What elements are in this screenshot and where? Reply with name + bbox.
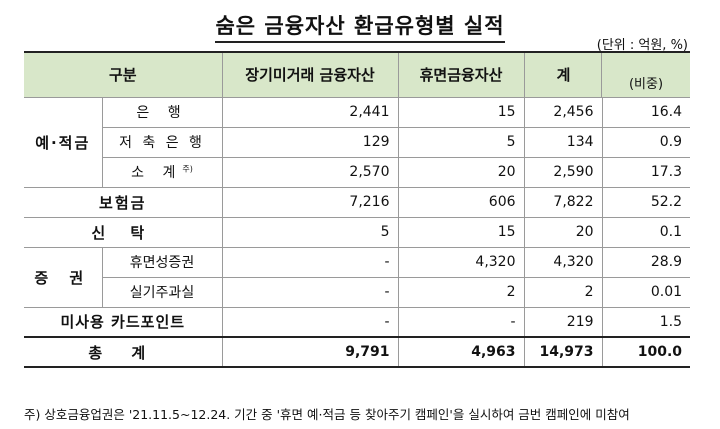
cell-longterm: - <box>221 306 399 338</box>
cell-dormant: 4,963 <box>397 336 525 368</box>
row-label: 휴면성증권 <box>101 246 223 278</box>
header-category: 구분 <box>24 51 223 98</box>
cell-dormant: 20 <box>397 156 525 188</box>
row-label: 저 축 은 행 <box>101 126 223 158</box>
cell-longterm: 9,791 <box>221 336 399 368</box>
header-dormant: 휴면금융자산 <box>397 51 525 98</box>
cell-ratio: 0.9 <box>601 126 691 158</box>
cell-dormant: 4,320 <box>397 246 525 278</box>
cell-longterm: 2,570 <box>221 156 399 188</box>
page-title: 숨은 금융자산 환급유형별 실적 <box>0 10 720 43</box>
row-label: 은 행 <box>101 96 223 128</box>
table-row-savings-bank: 저 축 은 행 129 5 134 0.9 <box>24 126 691 158</box>
cell-total: 2,456 <box>523 96 603 128</box>
cell-longterm: 129 <box>221 126 399 158</box>
row-label: 총 계 <box>24 336 223 368</box>
cell-ratio: 16.4 <box>601 96 691 128</box>
cell-total: 2 <box>523 276 603 308</box>
table-row-subtotal: 소 계주) 2,570 20 2,590 17.3 <box>24 156 691 188</box>
unit-label: (단위 : 억원, %) <box>596 38 688 53</box>
table-row-insurance: 보험금 7,216 606 7,822 52.2 <box>24 186 691 218</box>
header-total: 계 (비중) <box>523 51 691 98</box>
header-ratio-box: (비중) <box>601 53 690 97</box>
table-row-bank: 예·적금 은 행 2,441 15 2,456 16.4 <box>24 96 691 188</box>
page-title-text: 숨은 금융자산 환급유형별 실적 <box>215 10 505 43</box>
cell-ratio: 0.01 <box>601 276 691 308</box>
cell-longterm: 7,216 <box>221 186 399 218</box>
cell-ratio: 100.0 <box>601 336 691 368</box>
group-deposit: 예·적금 <box>24 96 103 188</box>
cell-dormant: - <box>397 306 525 338</box>
row-label: 미사용 카드포인트 <box>24 306 223 338</box>
header-total-label: 계 <box>556 66 571 85</box>
row-label: 신 탁 <box>24 216 223 248</box>
group-securities: 증 권 <box>24 246 103 308</box>
cell-ratio: 52.2 <box>601 186 691 218</box>
footnote-mark: 주) <box>182 164 193 174</box>
row-label: 보험금 <box>24 186 223 218</box>
header-longterm: 장기미거래 금융자산 <box>221 51 399 98</box>
row-label: 소 계 <box>131 165 183 181</box>
cell-ratio: 1.5 <box>601 306 691 338</box>
cell-ratio: 0.1 <box>601 216 691 248</box>
table-row-grand-total: 총 계 9,791 4,963 14,973 100.0 <box>24 336 691 368</box>
cell-dormant: 15 <box>397 96 525 128</box>
table-row-card-points: 미사용 카드포인트 - - 219 1.5 <box>24 306 691 338</box>
cell-ratio: 28.9 <box>601 246 691 278</box>
cell-longterm: - <box>221 276 399 308</box>
refund-stats-table: 구분 장기미거래 금융자산 휴면금융자산 계 (비중) 예·적금 은 행 2,4… <box>24 51 691 368</box>
table-row-trust: 신 탁 5 15 20 0.1 <box>24 216 691 248</box>
cell-longterm: 2,441 <box>221 96 399 128</box>
cell-longterm: - <box>221 246 399 278</box>
cell-total: 7,822 <box>523 186 603 218</box>
cell-total: 134 <box>523 126 603 158</box>
row-label: 실기주과실 <box>101 276 223 308</box>
cell-dormant: 5 <box>397 126 525 158</box>
row-label-subtotal: 소 계주) <box>101 156 223 188</box>
table-row-dormant-securities: 증 권 휴면성증권 - 4,320 4,320 28.9 <box>24 246 691 308</box>
header-row: 구분 장기미거래 금융자산 휴면금융자산 계 (비중) <box>24 51 691 98</box>
table-row-unclaimed-stock: 실기주과실 - 2 2 0.01 <box>24 276 691 308</box>
cell-dormant: 2 <box>397 276 525 308</box>
header-ratio: (비중) <box>628 76 664 92</box>
cell-longterm: 5 <box>221 216 399 248</box>
cell-total: 2,590 <box>523 156 603 188</box>
cell-dormant: 15 <box>397 216 525 248</box>
cell-total: 219 <box>523 306 603 338</box>
cell-total: 14,973 <box>523 336 603 368</box>
cell-dormant: 606 <box>397 186 525 218</box>
cell-ratio: 17.3 <box>601 156 691 188</box>
cell-total: 20 <box>523 216 603 248</box>
cell-total: 4,320 <box>523 246 603 278</box>
footnote: 주) 상호금융업권은 '21.11.5~12.24. 기간 중 '휴면 예·적금… <box>24 407 630 422</box>
